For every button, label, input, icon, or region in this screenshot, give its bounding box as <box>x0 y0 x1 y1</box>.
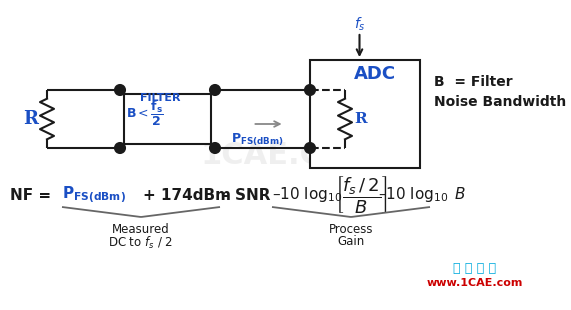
Text: $– 10\ \log_{10}$: $– 10\ \log_{10}$ <box>272 185 342 205</box>
Text: FILTER: FILTER <box>140 93 180 103</box>
Circle shape <box>210 143 220 153</box>
Text: Measured: Measured <box>112 223 170 236</box>
Bar <box>124 94 211 144</box>
Text: 1CAE.COM: 1CAE.COM <box>201 140 379 170</box>
Text: $\mathbf{B} < \dfrac{\mathbf{f_s}}{\mathbf{2}}$: $\mathbf{B} < \dfrac{\mathbf{f_s}}{\math… <box>126 99 164 127</box>
Text: Noise Bandwidth: Noise Bandwidth <box>434 95 566 109</box>
Bar <box>310 60 420 168</box>
Circle shape <box>305 85 315 95</box>
Text: + 174dBm: + 174dBm <box>143 188 231 202</box>
Text: R: R <box>355 112 367 126</box>
Circle shape <box>308 144 315 152</box>
Text: $f_s$: $f_s$ <box>353 15 365 33</box>
Text: NF =: NF = <box>10 188 51 202</box>
Circle shape <box>115 85 125 95</box>
Text: DC to $f_s$ / 2: DC to $f_s$ / 2 <box>108 235 174 251</box>
Text: $\left[\dfrac{f_s\,/\,2}{B}\right]$: $\left[\dfrac{f_s\,/\,2}{B}\right]$ <box>335 175 388 215</box>
Circle shape <box>308 86 315 94</box>
Text: 仿 真 在 线: 仿 真 在 线 <box>453 262 497 274</box>
Text: $\mathbf{P_{FS(dBm)}}$: $\mathbf{P_{FS(dBm)}}$ <box>231 132 284 148</box>
Text: – SNR: – SNR <box>222 188 271 202</box>
Text: www.1CAE.com: www.1CAE.com <box>427 278 523 288</box>
Circle shape <box>305 143 315 153</box>
Text: ADC: ADC <box>354 65 396 83</box>
Circle shape <box>210 85 220 95</box>
Text: $\mathbf{P_{FS(dBm)}}$: $\mathbf{P_{FS(dBm)}}$ <box>62 184 126 206</box>
Text: $– 10\ \log_{10}\ B$: $– 10\ \log_{10}\ B$ <box>378 185 467 205</box>
Circle shape <box>115 143 125 153</box>
Text: R: R <box>23 110 38 128</box>
Text: Gain: Gain <box>337 235 365 248</box>
Text: Process: Process <box>329 223 373 236</box>
Text: B  = Filter: B = Filter <box>434 75 513 89</box>
